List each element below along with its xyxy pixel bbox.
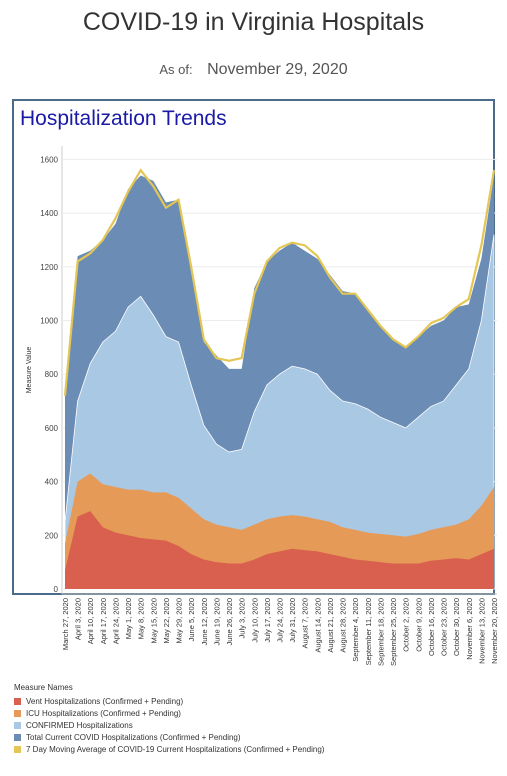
y-tick-label-0: 0	[54, 585, 59, 594]
x-tick-label-34: November 20, 2020	[490, 598, 499, 664]
x-tick-label-19: August 7, 2020	[301, 598, 310, 648]
x-tick-label-30: October 23, 2020	[440, 598, 449, 656]
legend: Measure Names Vent Hospitalizations (Con…	[14, 683, 494, 755]
legend-label: ICU Hospitalizations (Confirmed + Pendin…	[26, 708, 181, 718]
x-tick-label-11: June 12, 2020	[200, 598, 209, 646]
x-tick-label-4: April 24, 2020	[111, 598, 120, 644]
x-tick-label-1: April 3, 2020	[74, 598, 83, 640]
x-tick-label-16: July 17, 2020	[263, 598, 272, 643]
x-tick-label-27: October 2, 2020	[402, 598, 411, 652]
legend-swatch	[14, 745, 21, 753]
x-tick-label-2: April 10, 2020	[86, 598, 95, 644]
legend-item[interactable]: CONFIRMED Hospitalizations	[14, 719, 494, 731]
area-series-3	[65, 511, 494, 589]
x-tick-label-31: October 30, 2020	[452, 598, 461, 656]
y-tick-label-1200: 1200	[40, 263, 58, 272]
x-tick-label-13: June 26, 2020	[225, 598, 234, 646]
y-axis-title: Measure Value	[26, 347, 33, 394]
legend-item[interactable]: Vent Hospitalizations (Confirmed + Pendi…	[14, 695, 494, 707]
as-of-label: As of:	[159, 62, 193, 77]
hospitalization-chart: 0 200 400 600 800 1000 1200 1400 1600 Measure Val…	[26, 146, 499, 666]
x-tick-label-7: May 15, 2020	[149, 598, 158, 643]
legend-swatch	[14, 697, 21, 705]
chart-title: Hospitalization Trends	[20, 107, 227, 130]
page-title: COVID-19 in Virginia Hospitals	[82, 8, 425, 36]
x-tick-label-23: September 4, 2020	[351, 598, 360, 662]
x-tick-label-26: September 25, 2020	[389, 598, 398, 666]
legend-swatch	[14, 709, 21, 717]
as-of-date: November 29, 2020	[207, 61, 348, 78]
x-tick-label-22: August 28, 2020	[339, 598, 348, 653]
legend-label: Vent Hospitalizations (Confirmed + Pendi…	[26, 696, 184, 706]
x-tick-label-29: October 16, 2020	[427, 598, 436, 656]
y-tick-label-1000: 1000	[40, 317, 58, 326]
legend-swatch	[14, 721, 21, 729]
x-tick-label-10: June 5, 2020	[187, 598, 196, 641]
x-tick-label-3: April 17, 2020	[99, 598, 108, 644]
x-tick-label-14: July 3, 2020	[238, 598, 247, 638]
x-tick-label-25: September 18, 2020	[376, 598, 385, 666]
x-tick-label-17: July 24, 2020	[276, 598, 285, 643]
legend-item[interactable]: 7 Day Moving Average of COVID-19 Current…	[14, 743, 494, 755]
x-tick-label-9: May 29, 2020	[175, 598, 184, 643]
y-tick-label-400: 400	[45, 478, 59, 487]
x-tick-label-6: May 8, 2020	[137, 598, 146, 639]
x-tick-label-18: July 31, 2020	[288, 598, 297, 643]
x-tick-label-33: November 13, 2020	[477, 598, 486, 664]
y-tick-label-1400: 1400	[40, 209, 58, 218]
legend-title: Measure Names	[14, 683, 73, 692]
legend-item[interactable]: Total Current COVID Hospitalizations (Co…	[14, 731, 494, 743]
x-tick-label-12: June 19, 2020	[212, 598, 221, 646]
x-tick-label-32: November 6, 2020	[465, 598, 474, 660]
x-tick-label-8: May 22, 2020	[162, 598, 171, 643]
as-of-row: As of: November 29, 2020	[0, 61, 507, 79]
x-tick-label-21: August 21, 2020	[326, 598, 335, 653]
legend-item[interactable]: ICU Hospitalizations (Confirmed + Pendin…	[14, 707, 494, 719]
legend-label: Total Current COVID Hospitalizations (Co…	[26, 732, 241, 742]
x-tick-label-24: September 11, 2020	[364, 598, 373, 665]
line-series-4	[63, 168, 496, 396]
y-tick-label-200: 200	[45, 531, 59, 540]
legend-label: CONFIRMED Hospitalizations	[26, 720, 133, 730]
x-tick-label-15: July 10, 2020	[250, 598, 259, 643]
y-tick-label-1600: 1600	[40, 155, 58, 164]
y-tick-label-600: 600	[45, 424, 59, 433]
legend-label: 7 Day Moving Average of COVID-19 Current…	[26, 744, 325, 754]
x-tick-label-28: October 9, 2020	[414, 598, 423, 652]
y-tick-label-800: 800	[45, 370, 59, 379]
legend-swatch	[14, 733, 21, 741]
x-tick-label-0: March 27, 2020	[61, 598, 70, 650]
x-tick-label-5: May 1, 2020	[124, 598, 133, 639]
x-tick-label-20: August 14, 2020	[313, 598, 322, 653]
